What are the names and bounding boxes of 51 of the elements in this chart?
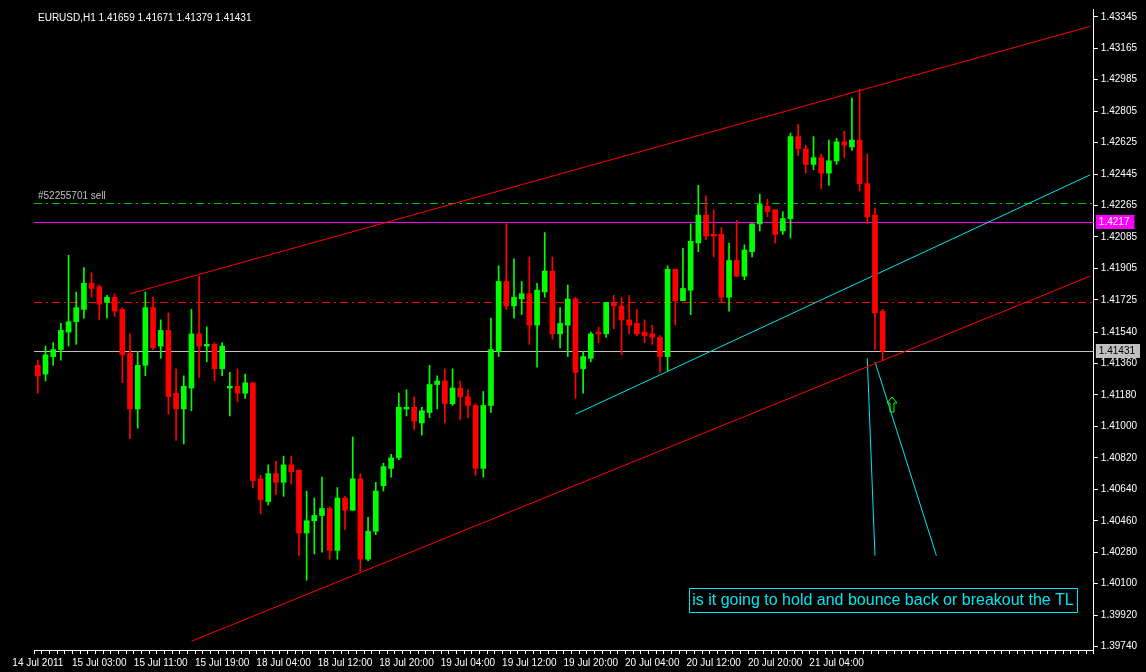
y-tick-label: 1.42625 bbox=[1100, 136, 1138, 148]
x-tick-label: 18 Jul 04:00 bbox=[256, 656, 312, 668]
candlestick bbox=[434, 375, 441, 410]
x-tick-label: 15 Jul 11:00 bbox=[133, 656, 189, 668]
y-tick-label: 1.41540 bbox=[1100, 325, 1138, 337]
y-tick-label: 1.43345 bbox=[1100, 10, 1138, 22]
candlestick bbox=[457, 380, 464, 420]
candlestick bbox=[849, 97, 855, 151]
ref-line-label: 1.41431 bbox=[1098, 344, 1136, 356]
candlestick bbox=[173, 368, 179, 441]
x-tick-label: 19 Jul 04:00 bbox=[440, 656, 496, 668]
x-tick-label: 21 Jul 04:00 bbox=[809, 656, 865, 668]
y-tick-label: 1.40280 bbox=[1100, 545, 1138, 557]
candlestick bbox=[511, 258, 517, 319]
y-tick-label: 1.42445 bbox=[1100, 167, 1138, 179]
candlestick bbox=[311, 497, 318, 555]
y-tick-label: 1.42265 bbox=[1100, 199, 1138, 211]
y-tick-label: 1.42085 bbox=[1100, 230, 1138, 242]
x-tick-label: 19 Jul 12:00 bbox=[502, 656, 558, 668]
y-tick-label: 1.40820 bbox=[1100, 451, 1138, 463]
y-tick-label: 1.41180 bbox=[1100, 388, 1137, 400]
candlestick bbox=[680, 247, 686, 302]
x-tick-label: 18 Jul 20:00 bbox=[379, 656, 435, 668]
chart-title: EURUSD,H1 1.41659 1.41671 1.41379 1.41431 bbox=[38, 11, 252, 23]
candlestick bbox=[841, 130, 848, 158]
y-tick-label: 1.40460 bbox=[1100, 514, 1138, 526]
ref-line-label: 1.4217 bbox=[1098, 215, 1130, 227]
x-tick-label: 15 Jul 03:00 bbox=[72, 656, 127, 668]
y-tick-label: 1.40100 bbox=[1100, 577, 1138, 589]
x-tick-label: 19 Jul 20:00 bbox=[563, 656, 619, 668]
annotation: is it going to hold and bounce back or breakout the TL bbox=[692, 591, 1074, 609]
candlestick bbox=[649, 324, 656, 345]
y-tick-label: 1.40640 bbox=[1100, 483, 1138, 495]
x-tick-label: 20 Jul 04:00 bbox=[625, 656, 680, 668]
y-tick-label: 1.41725 bbox=[1100, 293, 1138, 305]
x-tick-label: 20 Jul 12:00 bbox=[686, 656, 742, 668]
candlestick bbox=[319, 476, 325, 553]
y-tick-label: 1.42985 bbox=[1100, 73, 1138, 85]
x-tick-label: 15 Jul 19:00 bbox=[194, 656, 250, 668]
x-tick-label: 18 Jul 12:00 bbox=[317, 656, 373, 668]
y-tick-label: 1.39740 bbox=[1100, 640, 1138, 652]
y-tick-label: 1.41905 bbox=[1100, 262, 1138, 274]
y-tick-label: 1.39920 bbox=[1100, 608, 1138, 620]
x-tick-label: 14 Jul 2011 bbox=[12, 656, 64, 668]
y-tick-label: 1.41360 bbox=[1100, 357, 1138, 369]
y-tick-label: 1.41000 bbox=[1100, 420, 1138, 432]
y-tick-label: 1.43165 bbox=[1100, 42, 1138, 54]
candlestick bbox=[518, 281, 525, 315]
ref-line-label: #52255701 sell bbox=[38, 189, 106, 201]
y-tick-label: 1.42805 bbox=[1100, 104, 1138, 116]
x-tick-label: 20 Jul 20:00 bbox=[747, 656, 803, 668]
